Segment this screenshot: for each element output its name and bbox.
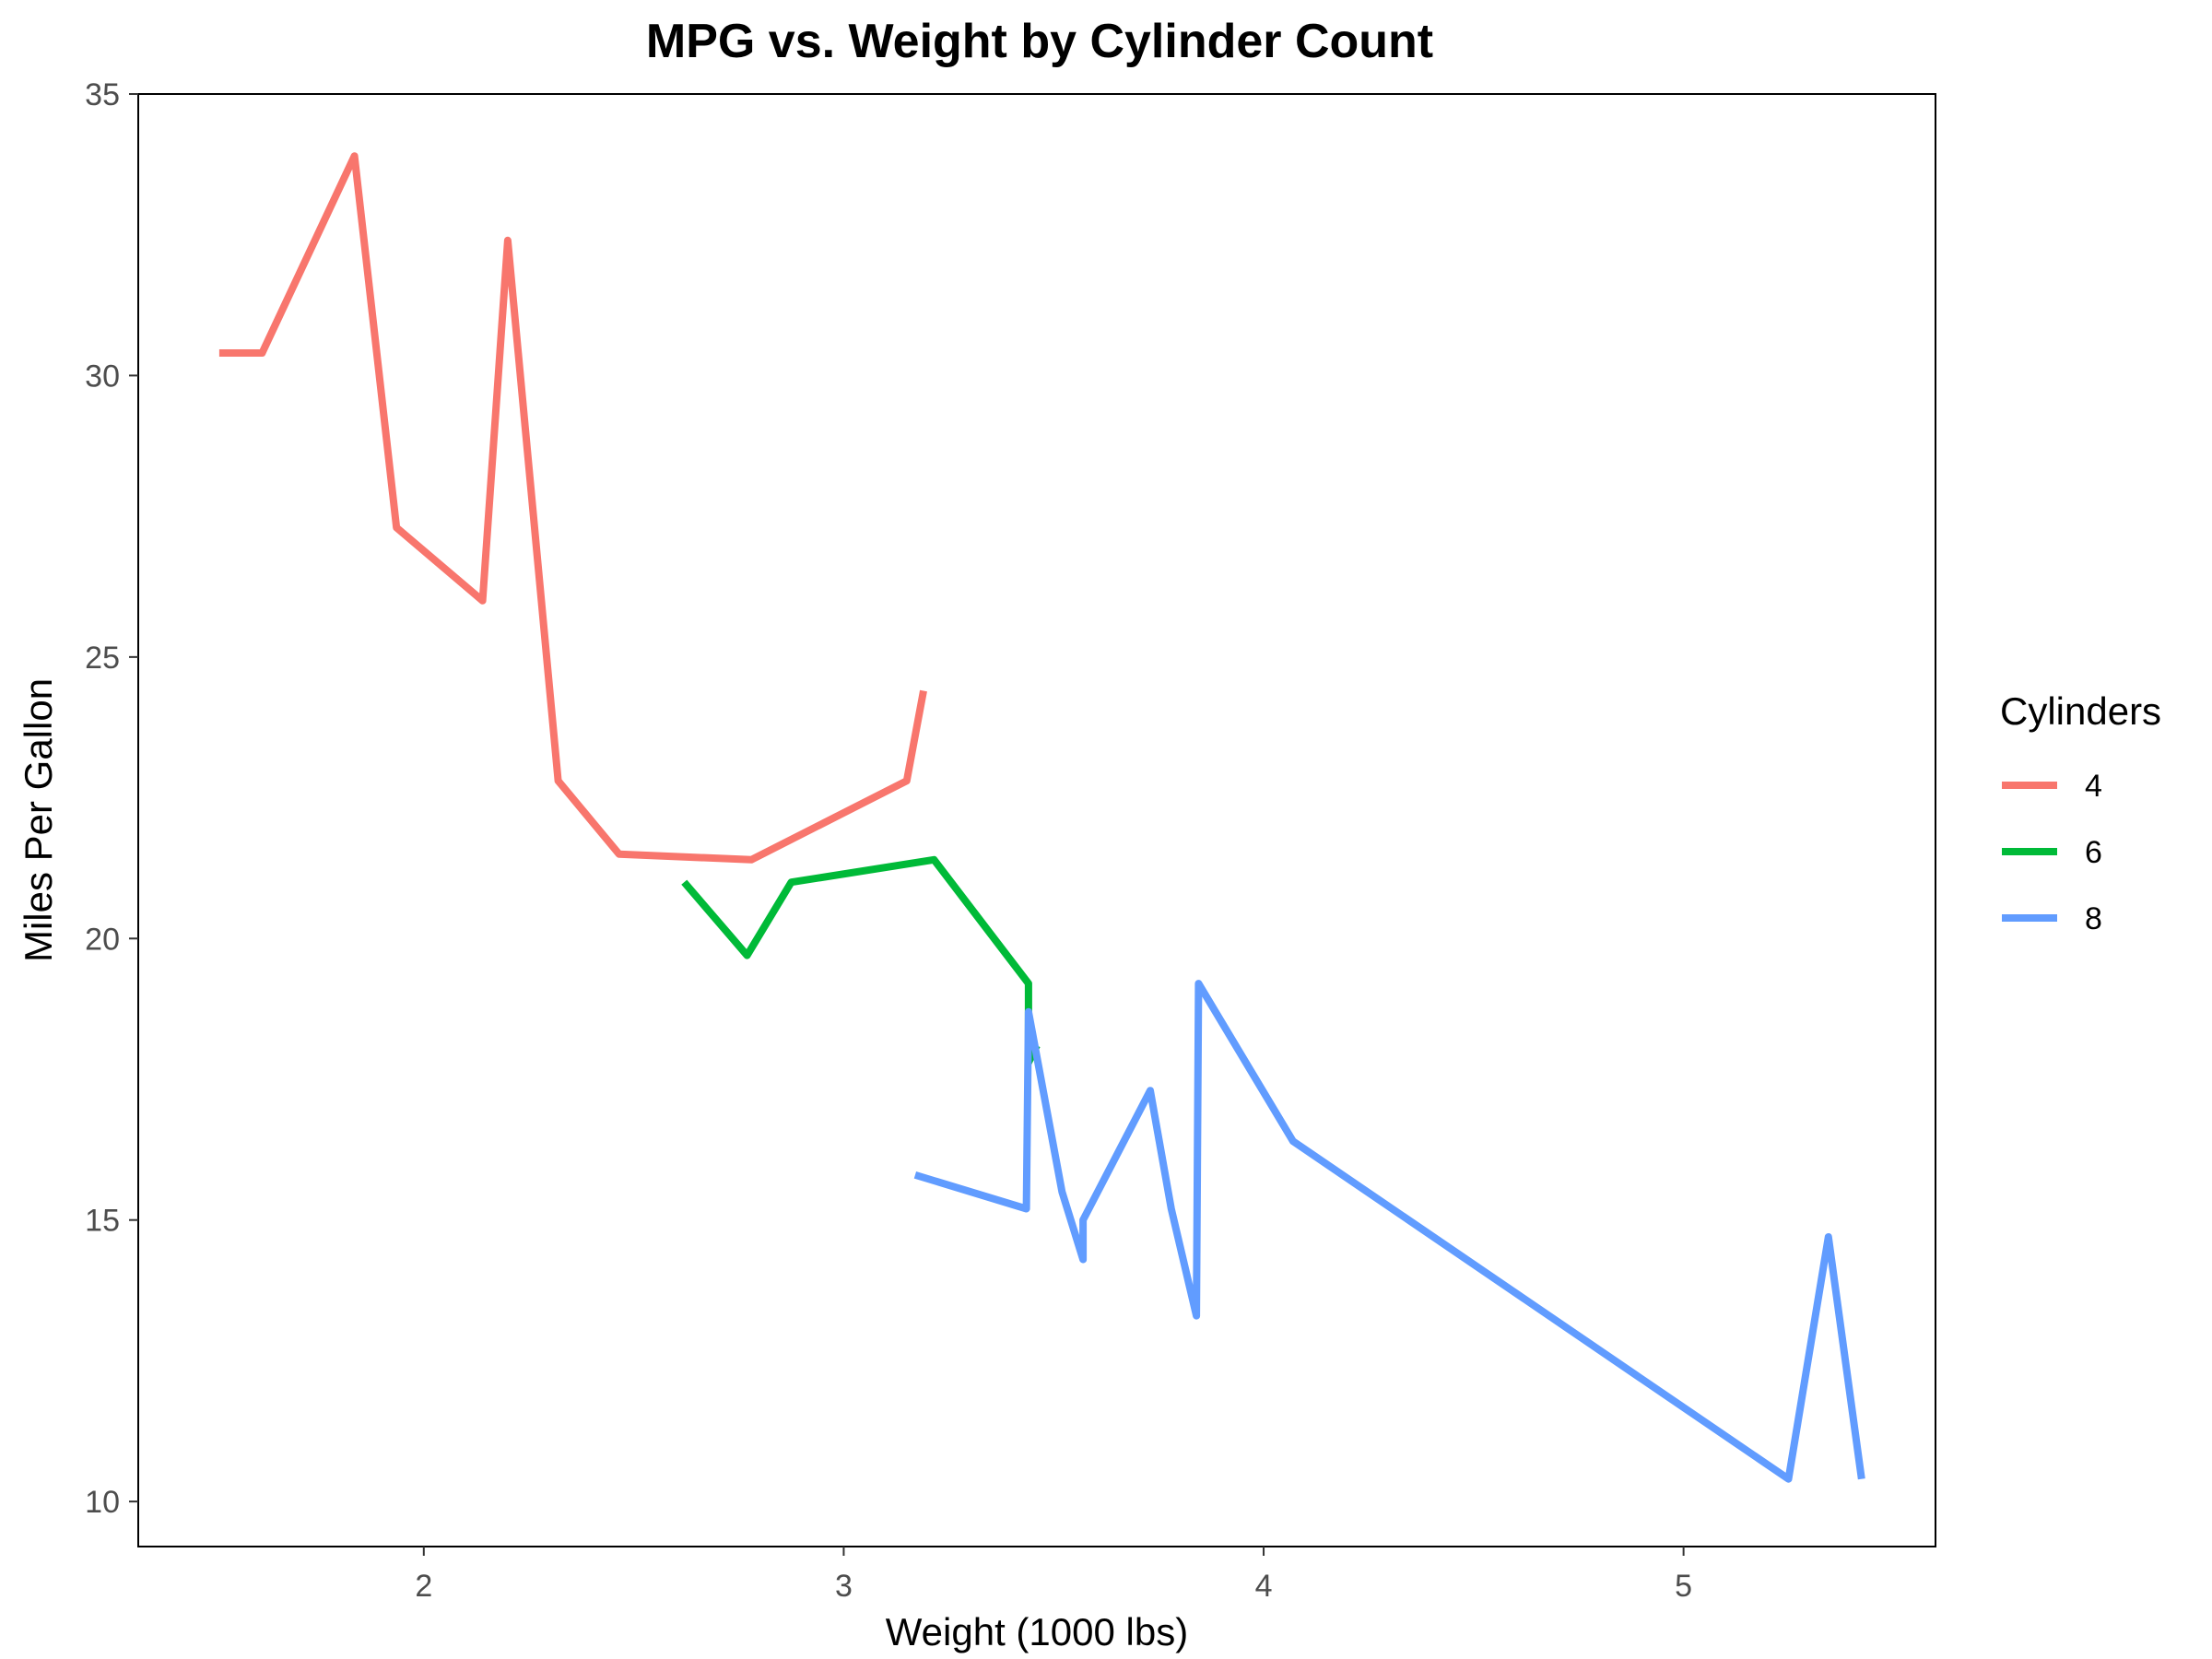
y-tick-label: 25 — [85, 641, 120, 676]
legend-item-8: 8 — [2002, 901, 2102, 936]
x-axis-ticks: 2 3 4 5 — [415, 1547, 1692, 1604]
series-lines — [218, 152, 1865, 1483]
x-tick-label: 4 — [1255, 1569, 1273, 1604]
y-tick-label: 10 — [85, 1485, 120, 1520]
y-tick-label: 30 — [85, 359, 120, 394]
y-tick-label: 15 — [85, 1204, 120, 1239]
legend-label: 4 — [2085, 769, 2102, 804]
x-tick-label: 5 — [1675, 1569, 1692, 1604]
legend-label: 8 — [2085, 901, 2102, 936]
legend-item-4: 4 — [2002, 769, 2102, 804]
plot-panel — [137, 93, 1936, 1547]
x-tick-label: 2 — [415, 1569, 432, 1604]
series-line-4 — [218, 152, 927, 864]
y-axis-label: Miles Per Gallon — [17, 678, 60, 962]
y-tick-label: 35 — [85, 77, 120, 112]
legend-label: 6 — [2085, 835, 2102, 870]
x-tick-label: 3 — [835, 1569, 853, 1604]
x-axis-label: Weight (1000 lbs) — [886, 1610, 1188, 1653]
chart-title: MPG vs. Weight by Cylinder Count — [646, 15, 1433, 68]
series-line-8 — [913, 980, 1865, 1483]
legend-title: Cylinders — [2000, 689, 2161, 733]
y-axis-ticks: 10 15 20 25 30 35 — [85, 77, 138, 1520]
legend-item-6: 6 — [2002, 835, 2102, 870]
legend: Cylinders 4 6 8 — [2000, 689, 2161, 936]
y-tick-label: 20 — [85, 922, 120, 957]
